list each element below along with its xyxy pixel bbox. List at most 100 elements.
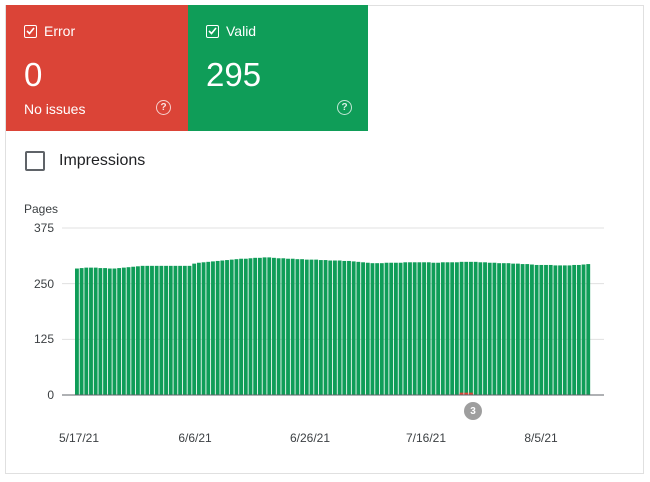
x-tick-label: 7/16/21 [405,431,447,445]
valid-bar [131,266,136,395]
valid-bar [225,260,229,395]
valid-summary-tile[interactable]: Valid 295 ? [188,5,368,131]
error-tile-title: Error [44,23,76,39]
valid-bar [520,264,525,395]
valid-bar [257,257,262,395]
valid-bar [361,262,365,395]
valid-bar [445,262,450,395]
y-tick-label: 0 [47,388,54,402]
valid-bar [126,267,131,395]
valid-bar [229,259,234,395]
valid-checkbox-icon[interactable] [206,24,219,38]
valid-bar [164,265,168,395]
error-checkbox-icon[interactable] [24,24,37,38]
valid-bar [281,258,286,395]
valid-bar [417,262,422,395]
valid-bar [112,268,117,395]
valid-bar [140,265,145,395]
error-tile-header: Error [24,23,75,39]
valid-bar [286,258,290,395]
valid-bar [459,261,464,395]
valid-bar [215,260,220,395]
valid-bar [159,265,164,395]
valid-bar [323,260,328,395]
valid-bar [145,265,150,395]
chart-bars [75,257,591,395]
valid-bar [314,259,319,395]
valid-bar [389,262,394,395]
valid-bar [337,260,342,395]
valid-bar [515,263,520,395]
x-tick-label: 6/26/21 [289,431,331,445]
valid-bar [379,263,384,395]
valid-bar [328,260,333,395]
valid-bar [530,264,534,395]
valid-bar [511,263,516,395]
valid-bar [262,257,267,395]
valid-bar [309,259,314,395]
error-count: 0 [24,56,43,93]
valid-bar [192,263,197,395]
valid-bar [497,263,502,395]
annotation-marker[interactable]: 3 [464,402,482,420]
valid-bar [196,262,201,395]
valid-bar [422,262,426,395]
valid-tile-header: Valid [206,23,256,39]
valid-bar [267,257,272,395]
valid-bar [572,264,577,395]
valid-bar [150,265,154,395]
valid-bar [492,262,497,395]
valid-bar [243,258,248,395]
error-status-text: No issues [24,101,86,117]
valid-bar [581,264,586,395]
valid-bar [84,267,89,395]
x-tick-label: 8/5/21 [524,431,558,445]
y-tick-label: 125 [33,332,54,346]
valid-bar [121,267,126,395]
valid-bar [347,260,351,395]
valid-bar [487,262,492,395]
valid-bar [412,262,417,395]
valid-bar [89,267,93,395]
valid-bar [211,261,215,395]
valid-bar [501,263,506,395]
valid-bar [464,261,469,395]
help-icon[interactable]: ? [337,100,352,115]
valid-bar [553,265,558,395]
valid-bar [75,268,79,395]
valid-bar [576,264,581,395]
valid-bar [454,262,459,395]
error-summary-tile[interactable]: Error 0 No issues ? [6,5,188,131]
error-bar [469,392,473,395]
impressions-toggle[interactable]: Impressions [25,151,145,171]
valid-bar [436,262,441,395]
valid-tile-title: Valid [226,23,257,39]
valid-bar [440,262,445,395]
valid-bar [356,261,361,395]
valid-bar [234,259,239,395]
valid-bar [506,263,511,395]
valid-bar [342,260,347,395]
valid-bar [525,264,530,395]
valid-bar [548,264,553,395]
valid-bar [534,264,539,395]
valid-bar [478,262,483,395]
valid-bar [182,265,187,395]
valid-bar [93,267,98,395]
valid-bar [539,264,544,395]
valid-bar [403,262,408,395]
valid-bar [469,261,473,395]
valid-bar [426,262,431,395]
valid-bar [98,268,103,395]
valid-bar [300,259,305,395]
valid-bar [272,257,276,395]
valid-bar [239,258,244,395]
valid-bar [154,265,159,395]
valid-bar [135,266,140,395]
help-icon[interactable]: ? [156,100,171,115]
valid-bar [220,260,225,395]
impressions-checkbox[interactable] [25,151,45,171]
valid-bar [562,265,567,395]
valid-bar [117,268,122,395]
